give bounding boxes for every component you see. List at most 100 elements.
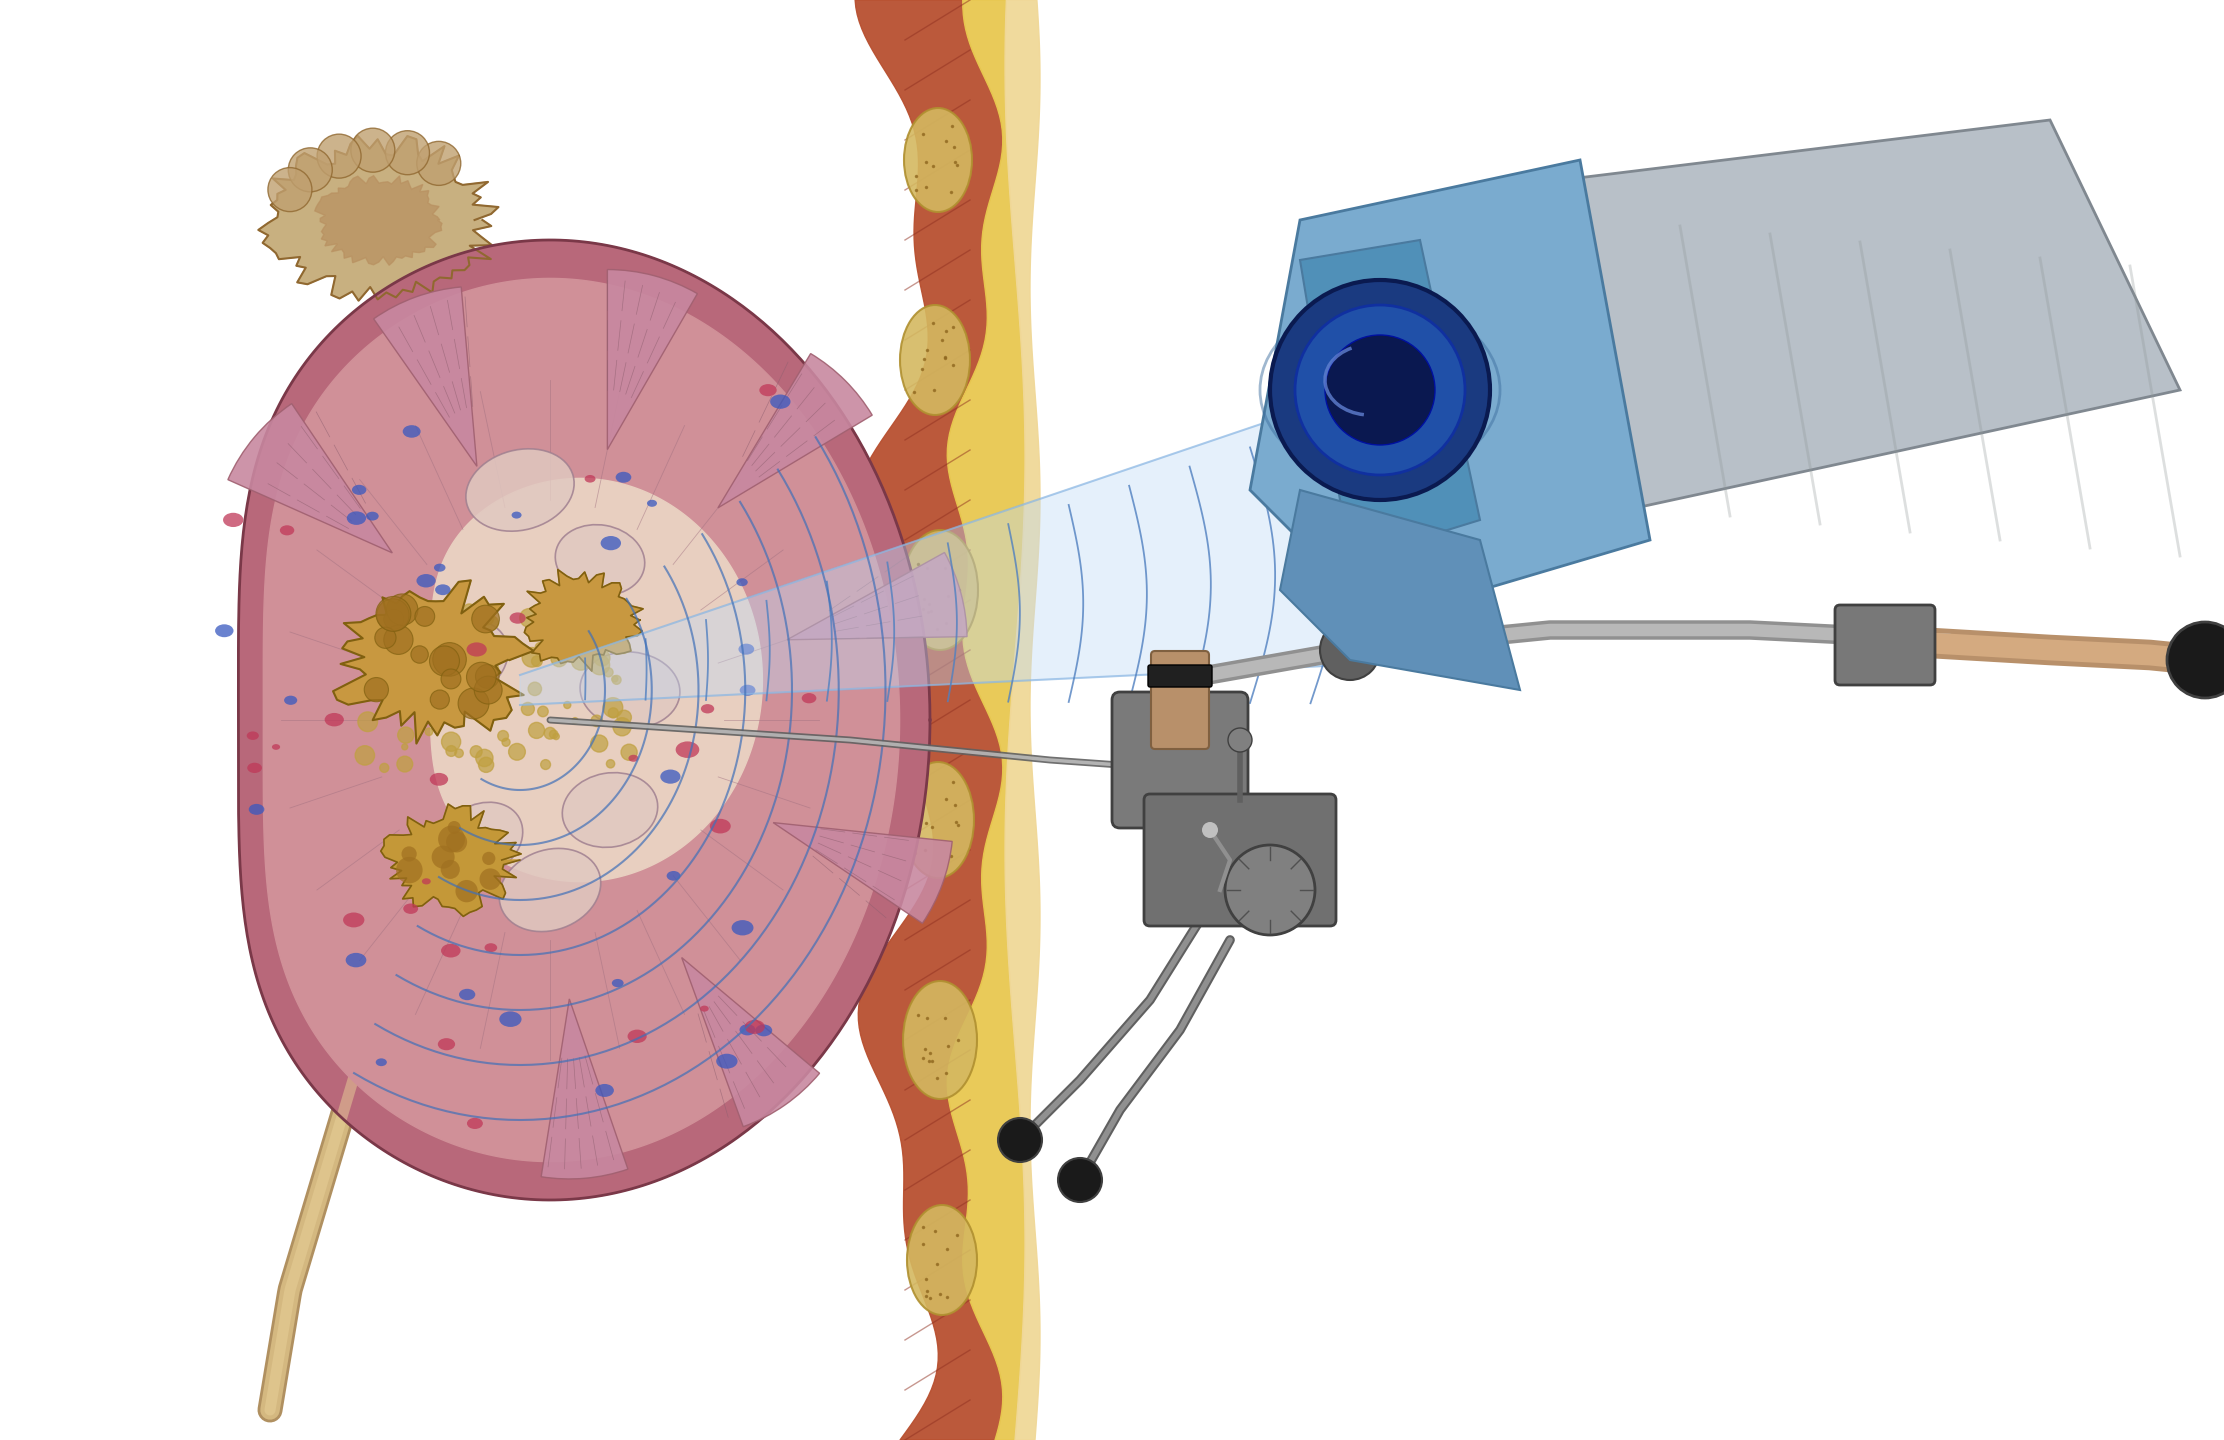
Ellipse shape — [716, 1054, 738, 1068]
Circle shape — [614, 717, 632, 736]
Circle shape — [434, 642, 467, 677]
Circle shape — [1201, 822, 1219, 838]
Circle shape — [607, 760, 614, 768]
Ellipse shape — [416, 575, 436, 588]
Polygon shape — [238, 240, 930, 1200]
Ellipse shape — [485, 943, 498, 952]
Circle shape — [540, 760, 552, 769]
Ellipse shape — [247, 732, 258, 740]
Circle shape — [403, 744, 407, 750]
Ellipse shape — [741, 685, 756, 696]
Ellipse shape — [563, 773, 658, 847]
Polygon shape — [1301, 240, 1479, 560]
Circle shape — [431, 845, 454, 868]
Ellipse shape — [403, 425, 420, 438]
Circle shape — [378, 654, 387, 664]
Circle shape — [447, 831, 467, 852]
Ellipse shape — [600, 536, 620, 550]
Polygon shape — [334, 580, 534, 743]
Circle shape — [471, 605, 500, 632]
Polygon shape — [1479, 120, 2180, 520]
Ellipse shape — [903, 108, 972, 212]
Ellipse shape — [612, 979, 623, 988]
Wedge shape — [227, 403, 391, 553]
Circle shape — [536, 642, 545, 652]
Circle shape — [387, 660, 405, 678]
Circle shape — [411, 645, 429, 664]
Circle shape — [589, 655, 609, 675]
Circle shape — [443, 732, 460, 752]
Circle shape — [478, 680, 494, 693]
Ellipse shape — [903, 981, 976, 1099]
Ellipse shape — [434, 563, 445, 572]
Polygon shape — [854, 0, 1003, 1440]
Circle shape — [529, 723, 545, 739]
Polygon shape — [258, 135, 498, 301]
Circle shape — [485, 616, 498, 631]
Ellipse shape — [271, 744, 280, 750]
FancyBboxPatch shape — [1835, 605, 1935, 685]
Circle shape — [565, 701, 572, 708]
Ellipse shape — [745, 1020, 765, 1034]
Ellipse shape — [467, 642, 487, 657]
Circle shape — [999, 1117, 1043, 1162]
Circle shape — [403, 847, 416, 861]
Circle shape — [576, 609, 594, 629]
Circle shape — [500, 691, 509, 701]
Ellipse shape — [403, 903, 418, 914]
Ellipse shape — [709, 819, 732, 834]
Ellipse shape — [280, 526, 294, 536]
Ellipse shape — [498, 848, 600, 932]
Circle shape — [356, 746, 374, 765]
Circle shape — [376, 628, 396, 648]
Circle shape — [503, 739, 509, 746]
Ellipse shape — [627, 1030, 647, 1043]
Circle shape — [594, 649, 609, 667]
Circle shape — [483, 852, 496, 865]
Wedge shape — [683, 958, 821, 1126]
Ellipse shape — [325, 713, 345, 726]
Circle shape — [467, 662, 496, 691]
Ellipse shape — [285, 696, 298, 704]
Circle shape — [380, 635, 387, 642]
Wedge shape — [718, 354, 872, 508]
Circle shape — [532, 655, 543, 667]
Ellipse shape — [676, 742, 698, 757]
Ellipse shape — [701, 704, 714, 713]
Ellipse shape — [367, 511, 378, 520]
Circle shape — [360, 632, 378, 651]
Circle shape — [378, 711, 385, 719]
Ellipse shape — [458, 989, 476, 1001]
Circle shape — [400, 697, 409, 706]
Ellipse shape — [801, 693, 816, 703]
Circle shape — [409, 667, 418, 674]
Ellipse shape — [512, 511, 523, 518]
Circle shape — [1326, 336, 1434, 445]
Ellipse shape — [376, 1058, 387, 1066]
Circle shape — [365, 678, 389, 701]
Circle shape — [387, 593, 418, 625]
Circle shape — [440, 664, 447, 670]
Ellipse shape — [736, 579, 747, 586]
Circle shape — [552, 651, 567, 667]
Circle shape — [440, 860, 460, 878]
Circle shape — [618, 642, 629, 654]
Circle shape — [454, 749, 463, 757]
Wedge shape — [774, 822, 952, 923]
Circle shape — [403, 687, 418, 704]
Ellipse shape — [738, 644, 754, 655]
Circle shape — [478, 757, 494, 772]
Circle shape — [267, 167, 311, 212]
Circle shape — [429, 651, 445, 667]
Circle shape — [438, 825, 465, 852]
Ellipse shape — [596, 1084, 614, 1097]
Circle shape — [396, 756, 414, 772]
Ellipse shape — [498, 1011, 523, 1027]
Circle shape — [2166, 622, 2224, 698]
Circle shape — [469, 746, 483, 757]
Circle shape — [396, 857, 423, 883]
Circle shape — [367, 687, 376, 696]
Circle shape — [509, 743, 525, 760]
Circle shape — [523, 648, 543, 667]
Circle shape — [385, 609, 405, 629]
